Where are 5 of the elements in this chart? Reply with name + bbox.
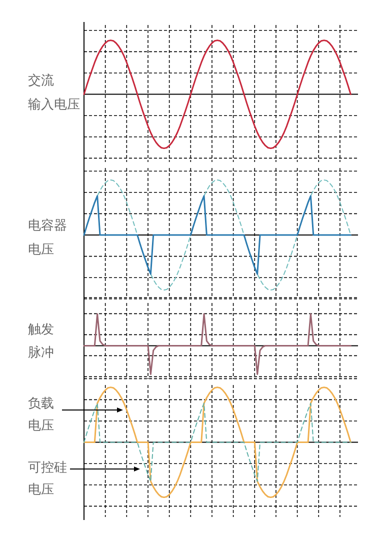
y-axis-title: 电容器电压: [28, 218, 67, 258]
series-label: 可控硅电压: [28, 460, 67, 498]
text: 负载电压: [28, 396, 54, 434]
y-axis-title: 交流输入电压: [28, 72, 80, 113]
y-axis-title: 触发脉冲: [28, 322, 54, 361]
